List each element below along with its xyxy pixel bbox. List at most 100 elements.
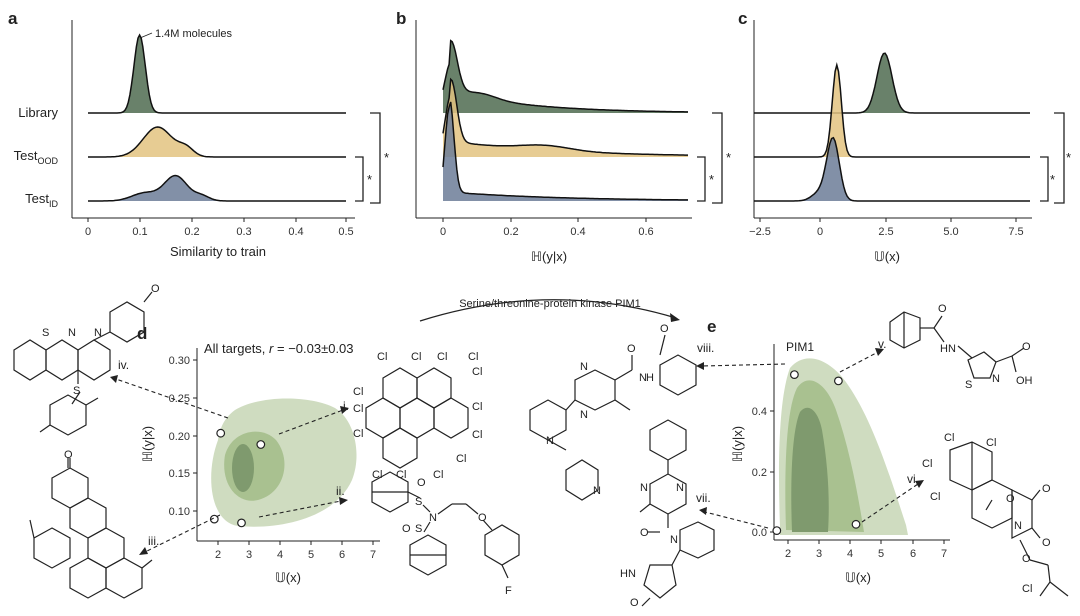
ridge-line-0	[88, 33, 346, 114]
y-tick-label: 0.30	[169, 355, 190, 367]
svg-text:Cl: Cl	[433, 469, 443, 481]
panel-b-sig-star-inner: *	[709, 172, 714, 187]
svg-text:F: F	[505, 585, 512, 597]
molecule-v: O H N S N O OH	[889, 303, 1033, 391]
roman-iv: iv.	[118, 358, 129, 372]
panel-a-x-label: Similarity to train	[170, 244, 266, 259]
ridge-line-1	[88, 126, 346, 158]
ridge-line-0	[754, 52, 1030, 114]
molecule-iii-oxygen: O	[64, 449, 73, 461]
y-tick-label: 0.15	[169, 468, 190, 480]
highlight-point	[216, 428, 226, 438]
ridge-line-1	[442, 77, 688, 156]
panel-b: b 0 0.2 0.4 0.6 ℍ(y|x) * *	[396, 9, 731, 264]
x-tick-label: 2	[785, 548, 791, 560]
x-tick-label: 6	[339, 549, 345, 561]
panel-e-points	[772, 370, 861, 535]
leader-vi	[861, 483, 919, 523]
panel-e-x-label: 𝕌(x)	[845, 570, 871, 585]
svg-text:S: S	[42, 327, 49, 339]
panel-c-sig-star-inner: *	[1050, 172, 1055, 187]
svg-text:N: N	[593, 485, 601, 497]
ridge-fill-1	[443, 79, 688, 157]
panel-a: a 1.4M molecules Library TestOOD TestID …	[8, 9, 389, 259]
y-tick-label: 0.0	[752, 527, 767, 539]
x-tick-label: 5.0	[943, 226, 958, 238]
panel-b-x-label: ℍ(y|x)	[531, 249, 567, 264]
panel-d-y-ticks: 0.10 0.15 0.20 0.25 0.30	[169, 355, 197, 518]
panel-a-annotation: 1.4M molecules	[155, 28, 233, 40]
svg-text:O: O	[1022, 553, 1031, 565]
svg-text:N: N	[639, 372, 647, 384]
panel-d-x-ticks: 2 3 4 5 6 7	[215, 541, 376, 561]
svg-text:O: O	[1022, 341, 1031, 353]
panel-a-sig-bracket-inner	[355, 156, 364, 202]
molecule-vii: N N O N HN O	[620, 419, 715, 609]
ridge-line-2	[88, 174, 346, 202]
panel-d-points	[209, 428, 266, 528]
x-tick-label: 0.2	[503, 226, 518, 238]
pim1-arrow: Serine/threonine-protein kinase PIM1	[419, 298, 680, 322]
x-tick-label: 7.5	[1008, 226, 1023, 238]
svg-text:Cl: Cl	[986, 437, 996, 449]
svg-text:Cl: Cl	[1022, 583, 1032, 595]
arrowhead-viii	[696, 362, 704, 370]
svg-text:OH: OH	[1016, 375, 1033, 387]
highlight-point	[256, 440, 266, 449]
x-tick-label: 7	[370, 549, 376, 561]
svg-text:HN: HN	[620, 568, 636, 580]
svg-text:Cl: Cl	[468, 351, 478, 363]
svg-text:N: N	[948, 343, 956, 355]
svg-text:Cl: Cl	[930, 491, 940, 503]
arrowhead-vi	[915, 480, 924, 488]
x-tick-label: 5	[878, 548, 884, 560]
x-tick-label: −2.5	[749, 226, 771, 238]
panel-c-ridges	[754, 52, 1030, 202]
molecule-iii	[29, 458, 153, 599]
ridge-label-test-ood: TestOOD	[14, 148, 59, 166]
roman-vi: vi.	[907, 472, 919, 486]
svg-text:Cl: Cl	[353, 428, 363, 440]
svg-text:O: O	[627, 343, 636, 355]
svg-text:Cl: Cl	[377, 351, 387, 363]
roman-iii: iii.	[148, 534, 159, 548]
x-tick-label: 2.5	[878, 226, 893, 238]
roman-vii: vii.	[696, 491, 711, 505]
svg-text:S: S	[415, 523, 422, 535]
svg-text:N: N	[580, 409, 588, 421]
panel-label-a: a	[8, 9, 18, 28]
panel-a-sig-star-outer: *	[384, 150, 389, 165]
svg-text:O: O	[417, 477, 426, 489]
ridge-fill-2	[88, 175, 346, 201]
ridge-fill-0	[88, 35, 346, 113]
svg-text:Cl: Cl	[472, 429, 482, 441]
x-tick-label: 0.2	[184, 226, 199, 238]
x-tick-label: 4	[277, 549, 283, 561]
x-tick-label: 0.1	[132, 226, 147, 238]
svg-text:N: N	[94, 327, 102, 339]
svg-text:S: S	[415, 496, 422, 508]
svg-text:O: O	[630, 597, 639, 609]
arrowhead-v	[875, 348, 884, 356]
panel-e-x-ticks: 2 3 4 5 6 7	[785, 540, 947, 560]
roman-ii: ii.	[336, 484, 345, 498]
pim1-arrow-head	[670, 313, 680, 322]
x-tick-label: 0.5	[338, 226, 353, 238]
svg-text:N: N	[546, 435, 554, 447]
highlight-point	[851, 519, 861, 529]
svg-text:H: H	[940, 343, 948, 355]
roman-v: v.	[878, 337, 886, 351]
x-tick-label: 5	[308, 549, 314, 561]
panel-e-density	[779, 358, 908, 535]
panel-d-density	[211, 398, 357, 527]
y-tick-label: 0.10	[169, 506, 190, 518]
svg-text:Cl: Cl	[372, 469, 382, 481]
x-tick-label: 7	[941, 548, 947, 560]
x-tick-label: 0.4	[570, 226, 585, 238]
highlight-point	[237, 518, 246, 528]
panel-b-ridges	[442, 39, 688, 201]
panel-d-x-label: 𝕌(x)	[275, 570, 301, 585]
panel-a-sig-bracket-outer	[370, 112, 381, 204]
